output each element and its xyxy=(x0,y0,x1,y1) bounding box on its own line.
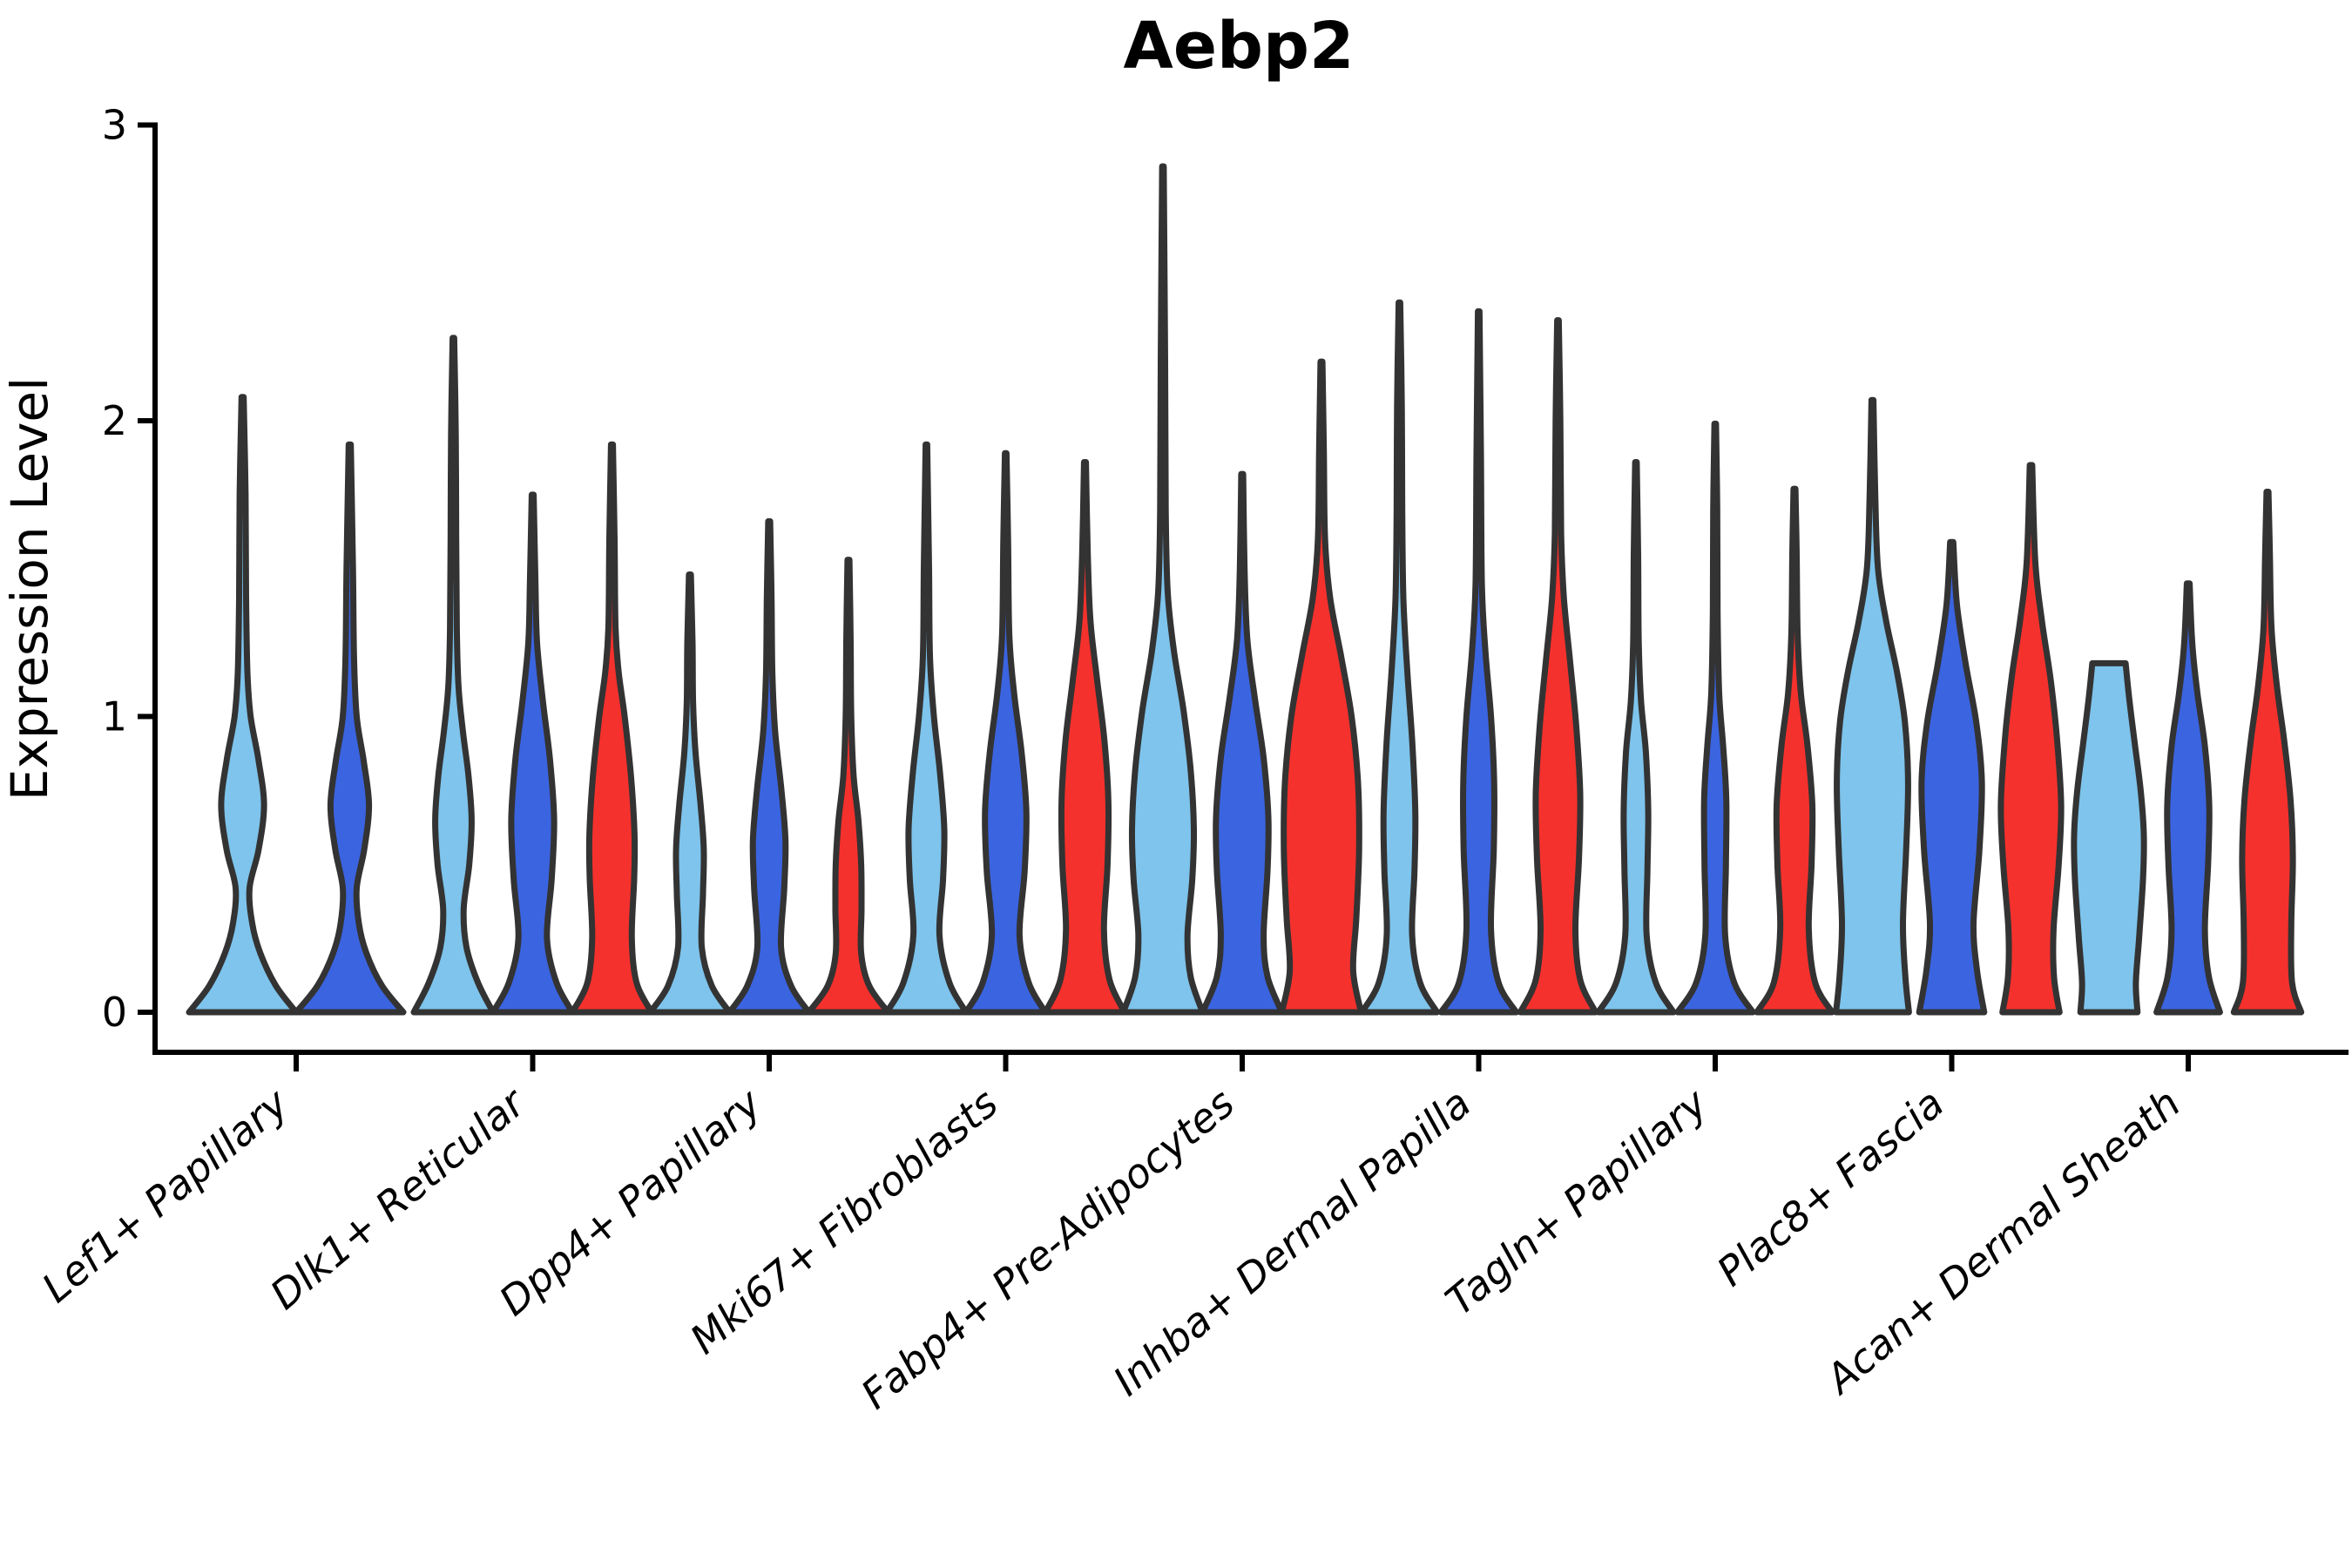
y-tick-label: 0 xyxy=(102,989,127,1036)
violin-plac8-fascia-series1 xyxy=(1833,396,1912,1016)
violin-tagln-papillary-series1 xyxy=(1595,459,1677,1016)
violin-plac8-fascia-series3 xyxy=(1997,462,2065,1016)
violin-dpp4-papillary-series1 xyxy=(647,571,733,1016)
violin-dlk1-reticular-series3 xyxy=(569,441,655,1016)
violin-fabp4-pre-adipocytes-series1 xyxy=(1120,163,1206,1016)
violin-tagln-papillary-series3 xyxy=(1754,485,1835,1016)
violin-mki67-fibroblasts-series2 xyxy=(963,449,1049,1016)
violin-dpp4-papillary-series3 xyxy=(806,557,891,1016)
violin-lef1-papillary-series2 xyxy=(293,441,407,1016)
violin-plac8-fascia-series2 xyxy=(1916,538,1988,1016)
y-axis-label: Expression Level xyxy=(0,377,59,801)
y-tick-label: 3 xyxy=(102,102,127,149)
violin-fabp4-pre-adipocytes-series2 xyxy=(1200,470,1285,1016)
y-tick-label: 2 xyxy=(102,397,127,444)
chart-title: Aebp2 xyxy=(1124,9,1355,84)
violin-dpp4-papillary-series2 xyxy=(727,517,812,1016)
violin-acan-dermal-sheath-series3 xyxy=(2230,489,2305,1016)
violin-inhba-dermal-papilla-series2 xyxy=(1437,308,1520,1016)
violin-fabp4-pre-adipocytes-series3 xyxy=(1279,358,1364,1016)
x-tick-label: Dlk1+ Reticular xyxy=(261,1078,536,1318)
violin-inhba-dermal-papilla-series3 xyxy=(1517,317,1599,1016)
violin-lef1-papillary-series1 xyxy=(186,394,300,1016)
violin-mki67-fibroblasts-series3 xyxy=(1042,459,1128,1016)
violin-tagln-papillary-series2 xyxy=(1674,420,1756,1016)
violin-dlk1-reticular-series2 xyxy=(490,491,576,1016)
y-tick-label: 1 xyxy=(102,693,127,740)
violin-inhba-dermal-papilla-series1 xyxy=(1358,299,1441,1016)
violin-acan-dermal-sheath-series2 xyxy=(2153,580,2223,1016)
violin-dlk1-reticular-series1 xyxy=(410,335,497,1016)
x-tick-label: Plac8+ Fascia xyxy=(1708,1079,1953,1295)
x-tick-label: Fabp4+ Pre-Adipocytes xyxy=(852,1079,1243,1418)
violin-acan-dermal-sheath-series1 xyxy=(2071,659,2147,1016)
x-tick-label: Lef1+ Papillary xyxy=(33,1079,298,1312)
violin-mki67-fibroblasts-series1 xyxy=(883,441,970,1016)
